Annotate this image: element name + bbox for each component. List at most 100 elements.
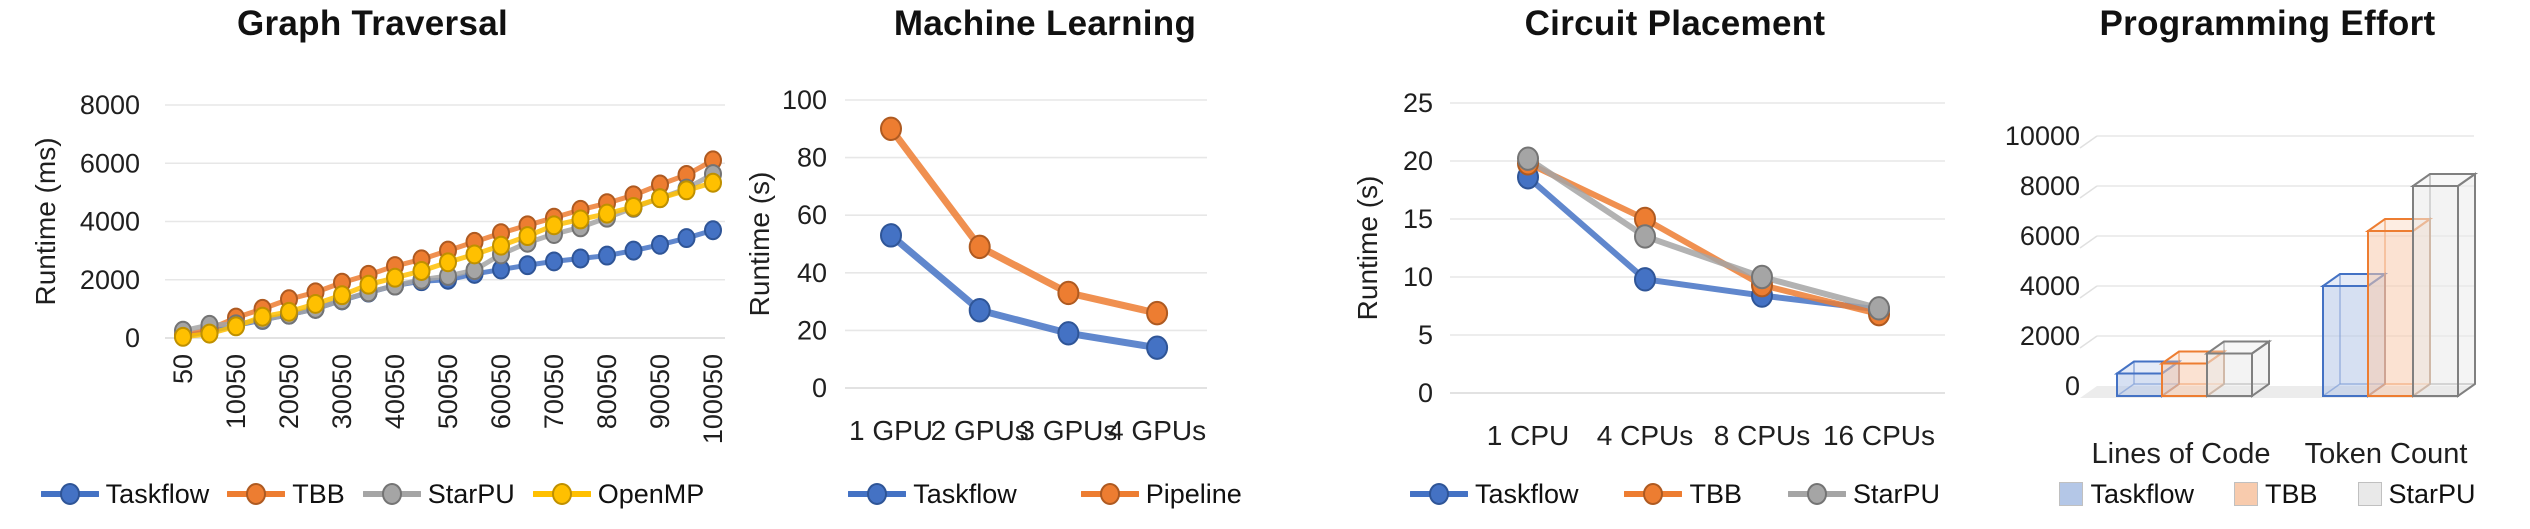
series-line-starpu bbox=[1525, 155, 1882, 312]
panel-programming-effort: Programming Effort 0 2000 4000 6000 8000 1000… bbox=[2005, 0, 2530, 529]
legend-item-openmp: OpenMP bbox=[532, 478, 705, 510]
x-tick-label: 1 CPU bbox=[1487, 420, 1569, 451]
data-point-marker-openmp bbox=[545, 215, 563, 236]
data-point-marker-pipeline bbox=[1146, 300, 1169, 326]
legend-item-tbb: TBB bbox=[227, 479, 345, 510]
y-tick-label: 25 bbox=[1403, 88, 1433, 118]
legend-dot bbox=[1099, 483, 1120, 505]
legend-dot bbox=[1428, 483, 1449, 505]
y-tick-label: 5 bbox=[1418, 320, 1433, 350]
legend-swatch-tbb bbox=[2233, 482, 2258, 506]
legend-dot bbox=[1807, 483, 1827, 505]
x-tick-label: 10050 bbox=[221, 354, 251, 429]
x-tick-label: 100050 bbox=[698, 354, 728, 444]
x-category-label: Lines of Code bbox=[2092, 438, 2271, 470]
taskflow-bar-loc-front-face bbox=[2116, 372, 2163, 397]
legend-item-taskflow: Taskflow bbox=[2059, 479, 2194, 510]
y-tick-label: 6000 bbox=[2020, 221, 2080, 251]
x-tick-label: 40050 bbox=[380, 354, 410, 429]
legend-label-starpu: StarPU bbox=[427, 478, 515, 509]
data-point-marker-openmp bbox=[677, 180, 696, 201]
y-tick-label: 100 bbox=[782, 85, 827, 115]
legend-dot bbox=[246, 483, 267, 505]
data-point-marker-taskflow bbox=[1057, 321, 1080, 346]
data-point-marker-taskflow bbox=[651, 234, 669, 255]
data-point-marker-starpu bbox=[1751, 264, 1773, 290]
data-point-marker-openmp bbox=[200, 323, 219, 344]
taskflow-bar-tokens-front-face bbox=[2322, 285, 2369, 397]
legend-marker-tbb bbox=[227, 483, 286, 505]
data-point-marker-openmp bbox=[571, 209, 590, 230]
y-tick-label: 20 bbox=[1403, 146, 1433, 176]
x-tick-label: 16 CPUs bbox=[1823, 420, 1935, 451]
data-point-marker-taskflow bbox=[677, 228, 696, 249]
legend-item-tbb: TBB bbox=[2233, 478, 2318, 510]
legend-marker-pipeline bbox=[1080, 483, 1139, 505]
legend-label-openmp: OpenMP bbox=[597, 478, 705, 509]
x-category-label: Token Count bbox=[2305, 438, 2468, 470]
legend-item-taskflow: Taskflow bbox=[40, 479, 209, 510]
x-tick-label: 30050 bbox=[327, 354, 357, 429]
x-tick-label: 50 bbox=[168, 354, 198, 384]
x-tick-label: 3 GPUs bbox=[1019, 415, 1117, 446]
data-point-marker-taskflow bbox=[571, 248, 590, 269]
y-tick-label: 15 bbox=[1403, 204, 1433, 234]
x-tick-label: 60050 bbox=[486, 354, 516, 429]
legend-label-taskflow: Taskflow bbox=[1474, 478, 1579, 509]
legend-swatch-starpu bbox=[2357, 482, 2382, 506]
data-point-marker-openmp bbox=[624, 196, 643, 217]
panel-machine-learning: Machine Learning 0 20 40 60 80 100 Runtime (s)… bbox=[745, 0, 1345, 529]
x-tick-label: 4 GPUs bbox=[1108, 415, 1206, 446]
data-point-marker-openmp bbox=[359, 274, 378, 295]
y-tick-label: 2000 bbox=[2020, 321, 2080, 351]
y-tick-label: 10 bbox=[1403, 262, 1433, 292]
legend-label-taskflow: Taskflow bbox=[2090, 478, 2194, 509]
legend-marker-taskflow bbox=[1409, 483, 1468, 505]
legend-dot bbox=[551, 483, 572, 505]
legend-item-starpu: StarPU bbox=[1788, 479, 1940, 510]
legend-dot bbox=[59, 483, 80, 505]
tbb-bar-loc-front-face bbox=[2161, 362, 2208, 397]
legend-label-starpu: StarPU bbox=[1853, 478, 1941, 509]
y-tick-label: 60 bbox=[797, 200, 827, 230]
x-tick-label: 80050 bbox=[592, 354, 622, 429]
legend-marker-starpu bbox=[1788, 483, 1846, 505]
data-point-marker-pipeline bbox=[968, 234, 991, 260]
legend-item-pipeline: Pipeline bbox=[1080, 478, 1242, 510]
data-point-marker-taskflow bbox=[518, 255, 537, 276]
data-point-marker-openmp bbox=[651, 188, 669, 209]
data-point-marker-openmp bbox=[492, 235, 510, 256]
legend-label-tbb: TBB bbox=[2264, 478, 2318, 509]
y-tick-label: 2000 bbox=[80, 265, 140, 295]
data-point-marker-taskflow bbox=[545, 251, 563, 272]
legend-label-pipeline: Pipeline bbox=[1145, 478, 1242, 509]
y-axis-title: Runtime (s) bbox=[1352, 176, 1383, 321]
data-point-marker-openmp bbox=[598, 203, 616, 224]
legend-dot bbox=[867, 483, 888, 505]
data-point-marker-openmp bbox=[439, 252, 457, 273]
starpu-bar-tokens-front-face bbox=[2412, 185, 2459, 397]
data-point-marker-taskflow bbox=[880, 223, 902, 248]
x-tick-label: 1 GPU bbox=[849, 415, 933, 446]
starpu-bar-tokens-side-face bbox=[2457, 172, 2476, 398]
data-point-marker-openmp bbox=[465, 244, 484, 265]
starpu-bar-loc-front-face bbox=[2206, 352, 2253, 397]
gridline-depth-tick bbox=[2079, 285, 2098, 299]
chart-title-programming-effort: Programming Effort bbox=[2099, 4, 2436, 43]
y-tick-label: 0 bbox=[1418, 378, 1433, 408]
legend-item-tbb: TBB bbox=[1624, 479, 1742, 510]
legend-label-tbb: TBB bbox=[1689, 478, 1742, 509]
y-tick-label: 4000 bbox=[2020, 271, 2080, 301]
x-tick-label: 50050 bbox=[433, 354, 463, 429]
legend-label-starpu: StarPU bbox=[2388, 478, 2476, 509]
legend-label-tbb: TBB bbox=[292, 478, 345, 509]
data-point-marker-starpu bbox=[1868, 296, 1890, 321]
legend-marker-taskflow bbox=[40, 483, 99, 505]
legend-item-taskflow: Taskflow bbox=[848, 479, 1017, 510]
machine-learning-legend: Taskflow Pipeline bbox=[745, 474, 1345, 514]
x-tick-label: 70050 bbox=[539, 354, 569, 429]
circuit-placement-legend: Taskflow TBB StarPU bbox=[1345, 474, 2005, 514]
data-point-marker-taskflow bbox=[1634, 267, 1656, 292]
y-tick-label: 40 bbox=[797, 258, 827, 288]
